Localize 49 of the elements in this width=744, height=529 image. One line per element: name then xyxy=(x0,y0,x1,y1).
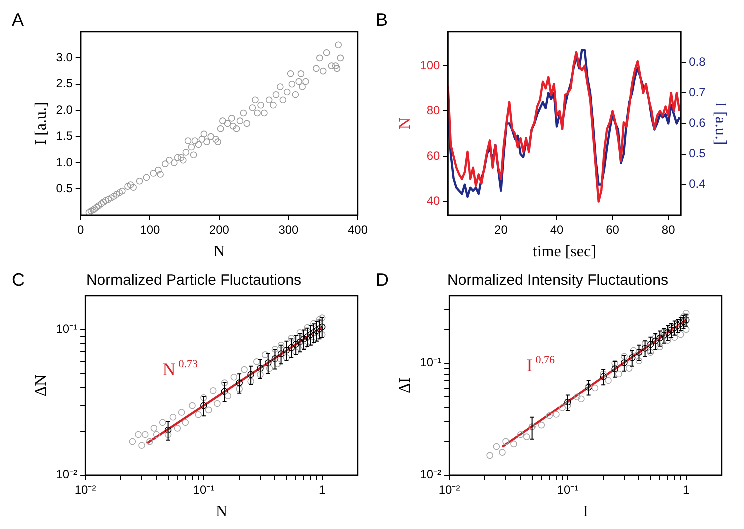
y-tick-label: 2.0 xyxy=(56,102,74,117)
y-tick-label: 40 xyxy=(426,194,441,208)
x-axis-title: N xyxy=(214,244,226,261)
y2-tick-label: 0.7 xyxy=(689,85,706,100)
y2-axis-title: I [a.u.] xyxy=(712,102,730,146)
y-tick-label: 60 xyxy=(426,148,441,163)
y-axis-title: I [a.u.] xyxy=(32,102,50,146)
y-tick-label: 1.0 xyxy=(56,155,74,170)
y-tick-label: 10⁻² xyxy=(420,468,442,482)
text: C xyxy=(12,270,25,290)
x-tick-label: 1 xyxy=(319,482,326,497)
x-tick-label: 20 xyxy=(494,222,508,237)
x-tick-label: 10⁻² xyxy=(438,482,460,497)
x-tick-label: 1 xyxy=(683,482,690,497)
y-tick-label: 10⁻² xyxy=(56,468,78,482)
text: A xyxy=(12,10,24,30)
x-axis-title: N xyxy=(216,504,228,521)
text: B xyxy=(376,10,388,30)
text: D xyxy=(376,270,389,290)
y2-tick-label: 0.8 xyxy=(689,54,706,69)
chart-title: Normalized Intensity Fluctautions xyxy=(448,272,668,290)
y2-tick-label: 0.5 xyxy=(689,146,706,161)
x-tick-label: 100 xyxy=(140,222,160,237)
x-tick-label: 10⁻¹ xyxy=(557,482,579,497)
y-axis-title: ΔI xyxy=(396,378,414,394)
chart-title: Normalized Particle Fluctautions xyxy=(86,272,302,290)
x-tick-label: 300 xyxy=(278,222,300,237)
y-tick-label: 10⁻¹ xyxy=(420,356,442,370)
y-tick-label: 3.0 xyxy=(56,50,74,65)
y2-tick-label: 0.6 xyxy=(689,116,706,130)
y-tick-label: 100 xyxy=(420,58,441,72)
x-tick-label: 0 xyxy=(78,222,85,237)
x-tick-label: 80 xyxy=(662,222,676,237)
x-tick-label: 200 xyxy=(209,222,230,237)
y-tick-label: 1.5 xyxy=(56,129,74,144)
x-tick-label: 10⁻¹ xyxy=(193,482,215,497)
x-tick-label: 40 xyxy=(550,222,564,237)
x-axis-title: I xyxy=(583,504,588,521)
y2-tick-label: 0.4 xyxy=(689,177,706,192)
y-tick-label: 0.5 xyxy=(56,182,74,196)
y-axis-title: ΔN xyxy=(32,374,50,397)
y-tick-label: 2.5 xyxy=(56,76,74,91)
x-axis-title: time [sec] xyxy=(532,244,596,261)
x-tick-label: 400 xyxy=(348,222,368,237)
y-tick-label: 80 xyxy=(426,104,441,118)
y-axis-title: N xyxy=(396,117,414,130)
y-tick-label: 10⁻¹ xyxy=(56,322,78,336)
x-tick-label: 10⁻² xyxy=(74,482,96,497)
x-tick-label: 60 xyxy=(606,222,620,237)
